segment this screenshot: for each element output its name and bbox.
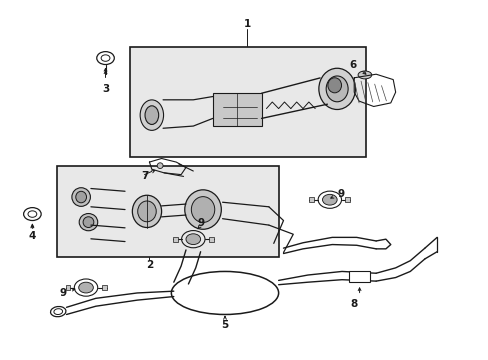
Bar: [212, 93, 261, 126]
Ellipse shape: [357, 71, 371, 79]
Ellipse shape: [157, 163, 163, 168]
Ellipse shape: [76, 191, 86, 203]
Ellipse shape: [72, 188, 90, 206]
Ellipse shape: [145, 106, 158, 125]
Ellipse shape: [50, 306, 66, 317]
Ellipse shape: [79, 213, 98, 231]
Ellipse shape: [318, 68, 355, 109]
Bar: [65, 285, 70, 290]
Text: 9: 9: [197, 218, 204, 228]
Bar: [345, 197, 349, 202]
Text: 3: 3: [102, 84, 109, 94]
Text: 9: 9: [337, 189, 344, 199]
Ellipse shape: [184, 190, 221, 229]
Bar: [57, 166, 278, 257]
Bar: [348, 271, 369, 282]
Ellipse shape: [140, 100, 163, 130]
Text: 1: 1: [243, 19, 250, 29]
Text: 6: 6: [348, 60, 356, 70]
Bar: [130, 47, 366, 157]
Text: 7: 7: [141, 171, 148, 181]
Text: 8: 8: [350, 299, 357, 309]
Circle shape: [322, 194, 336, 205]
Bar: [172, 237, 177, 242]
Circle shape: [185, 234, 200, 244]
Bar: [309, 197, 314, 202]
Text: 9: 9: [60, 288, 66, 298]
Ellipse shape: [191, 197, 214, 222]
Ellipse shape: [138, 201, 156, 222]
Ellipse shape: [327, 78, 341, 93]
Text: 2: 2: [145, 260, 153, 270]
Ellipse shape: [325, 76, 347, 102]
Bar: [102, 285, 106, 290]
Ellipse shape: [83, 217, 94, 228]
Ellipse shape: [132, 195, 161, 228]
Bar: [208, 237, 213, 242]
Text: 5: 5: [221, 320, 228, 330]
Text: 4: 4: [29, 231, 36, 240]
Circle shape: [79, 282, 93, 293]
